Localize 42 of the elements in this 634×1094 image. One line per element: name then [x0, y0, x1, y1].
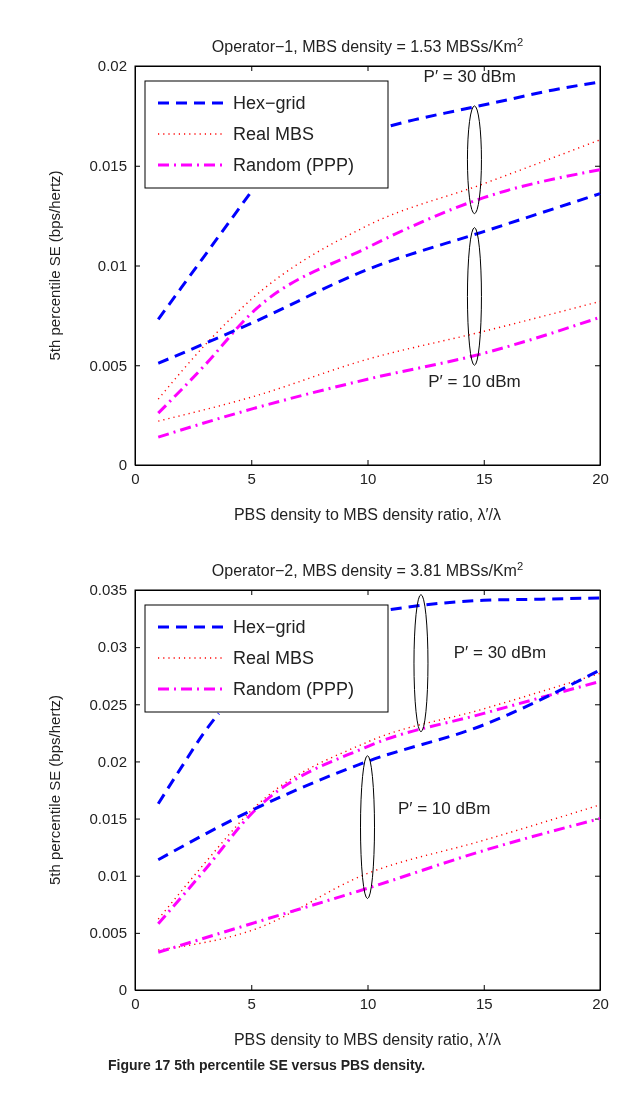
y-tick-label: 0.015 — [89, 809, 127, 827]
caption: Figure 17 5th percentile SE versus PBS density. — [108, 1057, 426, 1073]
y-tick-label: 0 — [118, 981, 127, 999]
annotation: P′ = 30 dBm — [423, 66, 517, 86]
x-tick-label: 0 — [131, 469, 140, 487]
y-tick-label: 0 — [118, 456, 127, 474]
x-tick-label: 0 — [131, 994, 140, 1012]
x-axis-title: PBS density to MBS density ratio, λ′/λ — [233, 506, 502, 523]
x-tick-label: 15 — [475, 469, 493, 487]
x-tick-label: 10 — [359, 469, 377, 487]
x-tick-label: 5 — [247, 469, 256, 487]
legend-label: Hex−grid — [233, 93, 306, 114]
x-tick-label: 5 — [247, 994, 256, 1012]
line-series — [156, 192, 602, 365]
annotation: P′ = 30 dBm — [453, 642, 547, 662]
y-tick-label: 0.02 — [97, 57, 127, 75]
legend-label: Random (PPP) — [233, 155, 355, 176]
legend-label: Hex−grid — [233, 617, 306, 638]
x-tick-label: 20 — [592, 469, 609, 487]
annotation: P′ = 10 dBm — [397, 799, 491, 819]
y-tick-label: 0.015 — [89, 157, 127, 175]
x-tick-label: 15 — [475, 994, 493, 1012]
y-tick-label: 0.03 — [97, 638, 127, 656]
y-axis-title: 5th percentile SE (bps/hertz) — [46, 694, 63, 886]
y-tick-label: 0.035 — [89, 581, 127, 599]
chart-title: Operator−2, MBS density = 3.81 MBSs/Km$^{2}$ — [211, 560, 524, 579]
legend-label: Random (PPP) — [233, 679, 355, 700]
y-tick-label: 0.005 — [89, 356, 127, 374]
legend-label: Real MBS — [233, 648, 315, 669]
legend-label: Real MBS — [233, 124, 315, 145]
annotation: P′ = 10 dBm — [428, 372, 521, 392]
y-axis-title: 5th percentile SE (bps/hertz) — [46, 170, 63, 361]
y-tick-label: 0.025 — [89, 695, 127, 713]
chart-title: Operator−1, MBS density = 1.53 MBSs/Km$^{2}$ — [211, 36, 524, 55]
x-tick-label: 20 — [592, 994, 609, 1012]
y-tick-label: 0.01 — [97, 256, 127, 274]
y-tick-label: 0.02 — [97, 752, 127, 770]
x-axis-title: PBS density to MBS density ratio, λ′/λ — [233, 1031, 502, 1048]
line-series — [157, 139, 601, 400]
y-tick-label: 0.01 — [97, 867, 127, 885]
x-tick-label: 10 — [359, 994, 377, 1012]
y-tick-label: 0.005 — [89, 924, 127, 942]
